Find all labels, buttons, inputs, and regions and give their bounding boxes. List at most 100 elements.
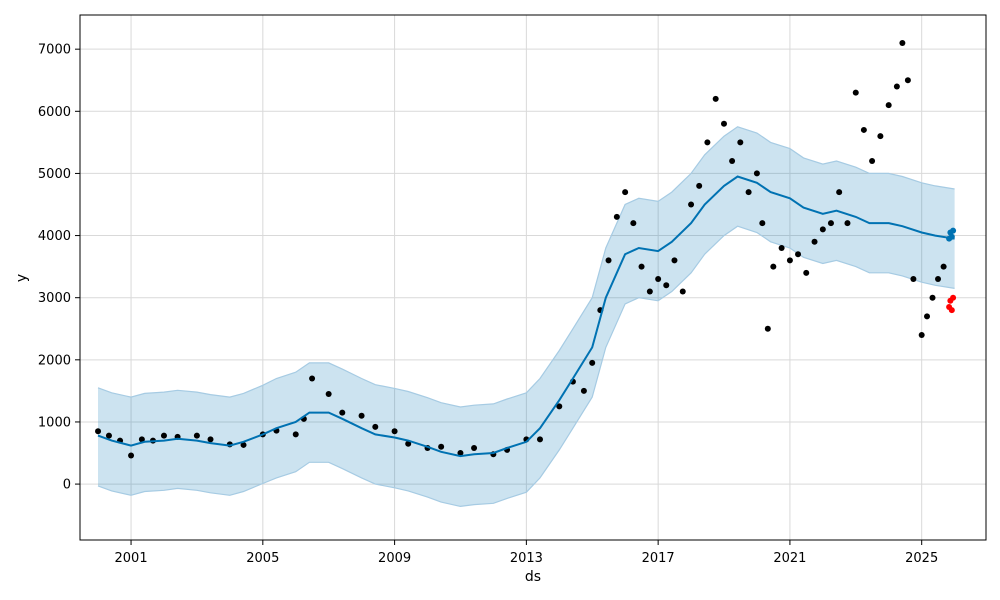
observed-point: [877, 133, 884, 140]
interval-upper-line: [97, 126, 955, 408]
observed-point: [160, 432, 167, 439]
test-points: [946, 227, 957, 314]
observed-point: [904, 77, 911, 84]
x-tick-label: 2017: [642, 551, 675, 566]
observed-point: [638, 263, 645, 270]
observed-point: [391, 428, 398, 435]
observed-point: [712, 95, 719, 102]
x-axis-ticks: 2001 2005 2009 2013 2017 2021 2025: [115, 540, 938, 566]
observed-point: [207, 436, 214, 443]
x-axis-label: ds: [525, 569, 541, 585]
observed-point: [720, 120, 727, 127]
observed-point: [193, 432, 200, 439]
observed-point: [128, 452, 135, 459]
observed-point: [819, 226, 826, 233]
observed-point: [630, 220, 637, 227]
observed-point: [663, 282, 670, 289]
observed-point: [688, 201, 695, 208]
observed-point: [704, 139, 711, 146]
y-axis-label: y: [14, 274, 30, 282]
y-axis-ticks: 0 1000 2000 3000 4000 5000 6000 7000: [38, 43, 80, 493]
grid-lines: [80, 15, 986, 540]
y-tick-label: 0: [63, 478, 71, 493]
observed-point: [910, 276, 917, 283]
forecast-test-point: [948, 233, 955, 240]
observed-point: [940, 263, 947, 270]
observed-point: [679, 288, 686, 295]
observed-point: [935, 276, 942, 283]
observed-point: [852, 89, 859, 96]
observed-point: [646, 288, 653, 295]
interval-band: [98, 126, 955, 507]
observed-point: [803, 269, 810, 276]
x-tick-label: 2005: [246, 551, 279, 566]
y-tick-label: 4000: [38, 229, 71, 244]
observed-point: [309, 375, 316, 382]
observed-point: [795, 251, 802, 258]
observed-point: [471, 445, 478, 452]
y-tick-label: 2000: [38, 353, 71, 368]
observed-point: [240, 441, 247, 448]
observed-point: [893, 83, 900, 90]
observed-point: [580, 387, 587, 394]
x-tick-label: 2013: [510, 551, 543, 566]
observed-point: [827, 220, 834, 227]
forecast-line-layer: [97, 175, 955, 458]
observed-point: [589, 359, 596, 366]
observed-point: [885, 102, 892, 109]
observed-point: [860, 126, 867, 133]
observed-point: [836, 189, 843, 196]
observed-point: [778, 244, 785, 251]
observed-point: [918, 331, 925, 338]
y-tick-label: 7000: [38, 43, 71, 58]
observed-point: [138, 436, 145, 443]
observed-point: [536, 436, 543, 443]
observed-point: [372, 423, 379, 430]
observed-point: [655, 276, 662, 283]
observed-point: [622, 189, 629, 196]
observed-point: [339, 409, 346, 416]
test-point: [948, 307, 955, 314]
observed-point: [786, 257, 793, 264]
observed-point: [438, 443, 445, 450]
observed-point: [811, 238, 818, 245]
observed-point: [745, 189, 752, 196]
observed-point: [729, 158, 736, 165]
x-tick-label: 2025: [905, 551, 938, 566]
observed-point: [844, 220, 851, 227]
forecast-line: [97, 175, 955, 458]
observed-point: [457, 450, 464, 457]
x-tick-label: 2001: [115, 551, 148, 566]
observed-point: [869, 158, 876, 165]
y-tick-label: 6000: [38, 105, 71, 120]
y-tick-label: 5000: [38, 167, 71, 182]
x-tick-label: 2009: [378, 551, 411, 566]
observed-point: [696, 182, 703, 189]
observed-point: [556, 403, 563, 410]
observed-point: [929, 294, 936, 301]
y-tick-label: 1000: [38, 415, 71, 430]
observed-point: [105, 432, 112, 439]
observed-point: [613, 213, 620, 220]
test-point: [950, 294, 957, 301]
interval-lower-line: [97, 225, 955, 508]
observed-point: [671, 257, 678, 264]
observed-point: [358, 412, 365, 419]
forecast-test-point: [950, 227, 957, 234]
observed-point: [605, 257, 612, 264]
uncertainty-interval: [97, 126, 955, 508]
observed-point: [924, 313, 931, 320]
observed-point: [899, 39, 906, 46]
observed-point: [759, 220, 766, 227]
observed-point: [325, 390, 332, 397]
observed-point: [753, 170, 760, 177]
observed-point: [292, 431, 299, 438]
observed-point: [737, 139, 744, 146]
observed-point: [405, 440, 412, 447]
x-tick-label: 2021: [773, 551, 806, 566]
plot-frame: [79, 14, 987, 541]
observed-point: [770, 263, 777, 270]
y-tick-label: 3000: [38, 291, 71, 306]
observed-point: [95, 428, 102, 435]
